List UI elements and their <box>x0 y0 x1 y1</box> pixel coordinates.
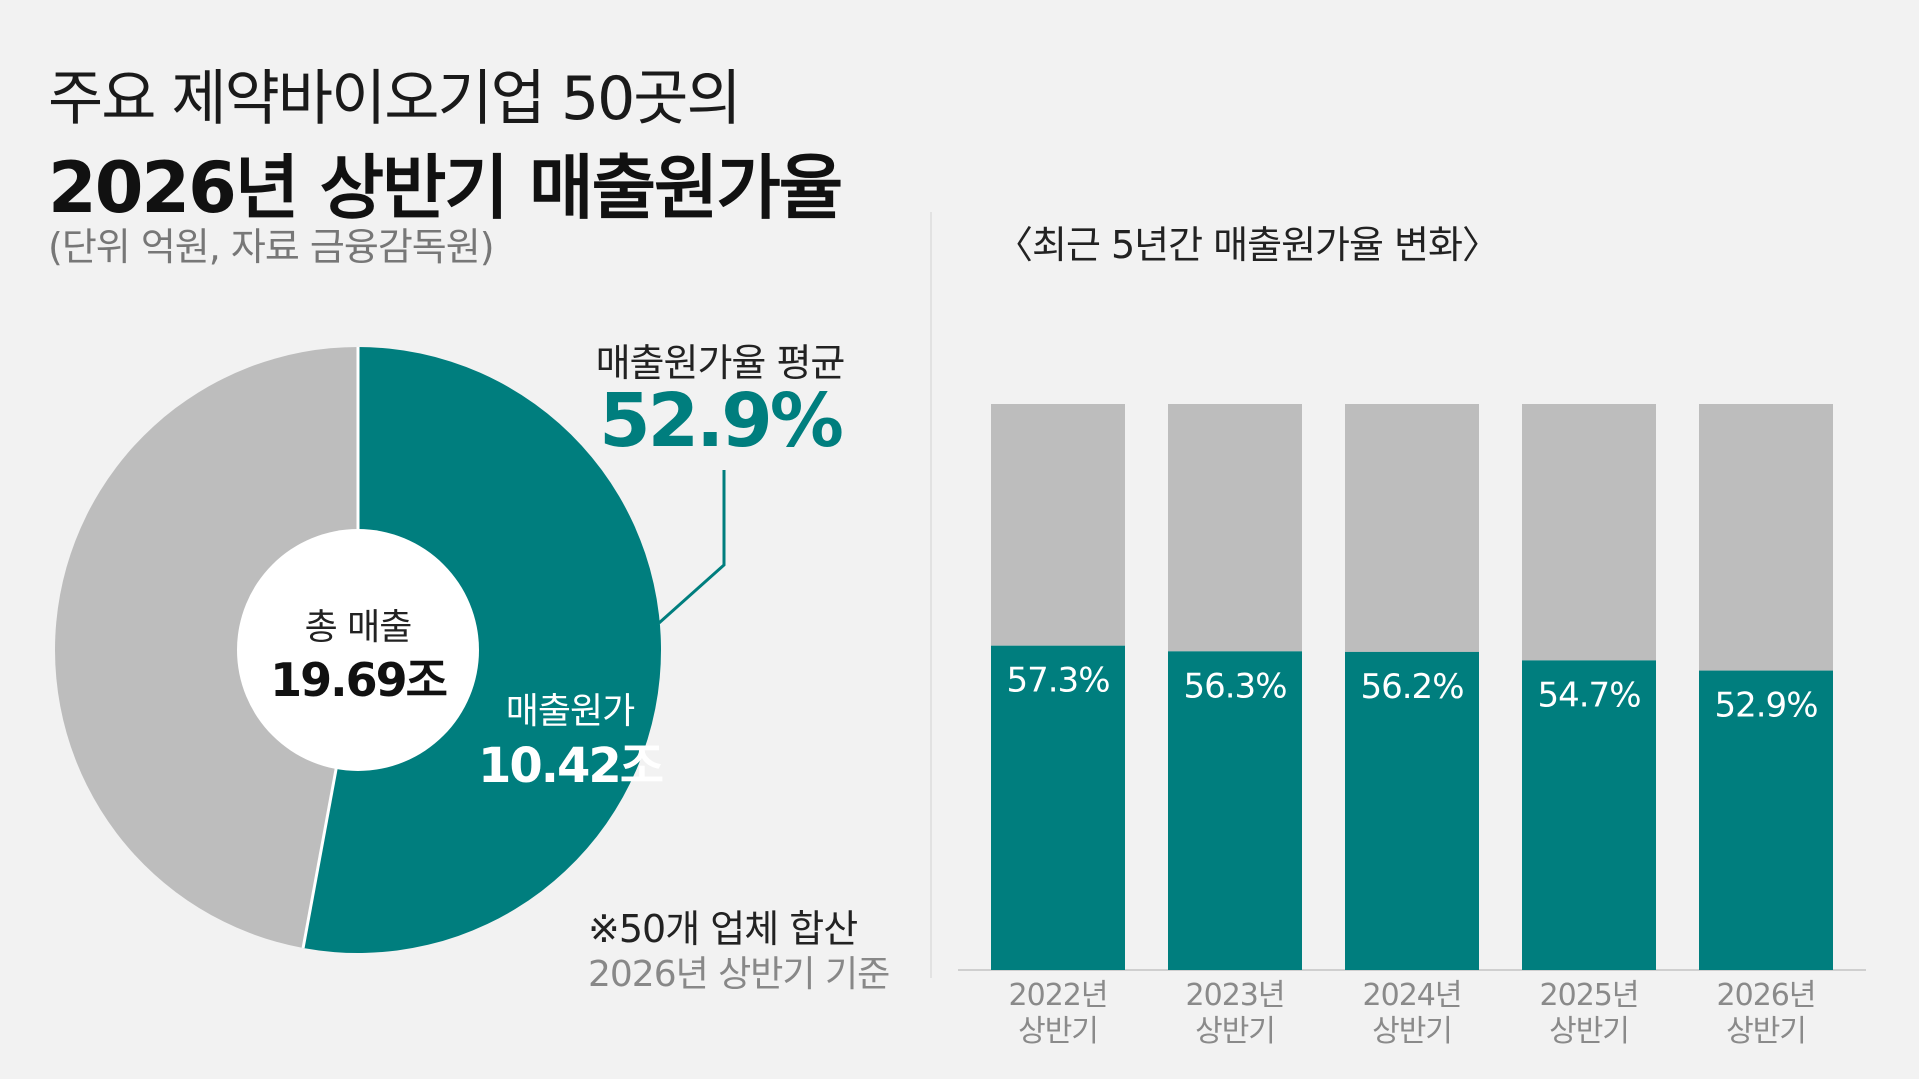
total-sales-value: 19.69조 <box>270 653 448 707</box>
donut-chart <box>55 347 726 953</box>
x-tick-label: 상반기 <box>1195 1014 1275 1049</box>
footnote-line-1: ※50개 업체 합산 <box>588 907 858 951</box>
average-value: 52.9% <box>599 378 844 464</box>
x-tick-label: 2023년 <box>1186 978 1285 1013</box>
bar-remainder <box>991 404 1125 646</box>
x-tick-label: 상반기 <box>1018 1014 1098 1049</box>
bar-cost-ratio <box>1345 651 1479 970</box>
donut-segment-rest <box>55 347 359 948</box>
bar-cost-ratio <box>991 645 1125 970</box>
bar-data-label: 54.7% <box>1537 675 1640 715</box>
bar-chart-title: 〈최근 5년간 매출원가율 변화〉 <box>995 223 1500 267</box>
x-tick-label: 2025년 <box>1540 978 1639 1013</box>
section-divider <box>930 212 932 978</box>
bar-data-label: 56.3% <box>1183 666 1286 706</box>
title-line-2: 2026년 상반기 매출원가율 <box>48 147 843 229</box>
bar-remainder <box>1345 404 1479 652</box>
bar-data-label: 52.9% <box>1714 686 1817 726</box>
cost-segment-caption: 매출원가 <box>505 691 635 732</box>
bar-cost-ratio <box>1168 651 1302 970</box>
bar-cost-ratio <box>1699 670 1833 970</box>
total-sales-caption: 총 매출 <box>304 607 413 648</box>
bar-data-label: 56.2% <box>1360 667 1463 707</box>
x-tick-label: 상반기 <box>1726 1014 1806 1049</box>
bar-data-label: 57.3% <box>1006 661 1109 701</box>
title-line-1: 주요 제약바이오기업 50곳의 <box>48 64 742 134</box>
average-caption: 매출원가율 평균 <box>595 341 846 385</box>
x-tick-label: 상반기 <box>1372 1014 1452 1049</box>
x-tick-label: 상반기 <box>1549 1014 1629 1049</box>
bar-cost-ratio <box>1522 660 1656 970</box>
bar-remainder <box>1168 404 1302 652</box>
donut-hole <box>237 529 479 771</box>
x-tick-label: 2024년 <box>1363 978 1462 1013</box>
x-tick-label: 2026년 <box>1717 978 1816 1013</box>
unit-note: (단위 억원, 자료 금융감독원) <box>48 225 495 269</box>
bar-remainder <box>1699 404 1833 671</box>
donut-segment-cost <box>303 347 662 953</box>
average-leader-line <box>658 470 726 625</box>
cost-segment-value: 10.42조 <box>478 738 664 794</box>
footnote-line-2: 2026년 상반기 기준 <box>588 954 890 995</box>
bar-chart: 57.3%2022년상반기56.3%2023년상반기56.2%2024년상반기5… <box>958 404 1866 1049</box>
x-tick-label: 2022년 <box>1009 978 1108 1013</box>
bar-remainder <box>1522 404 1656 661</box>
